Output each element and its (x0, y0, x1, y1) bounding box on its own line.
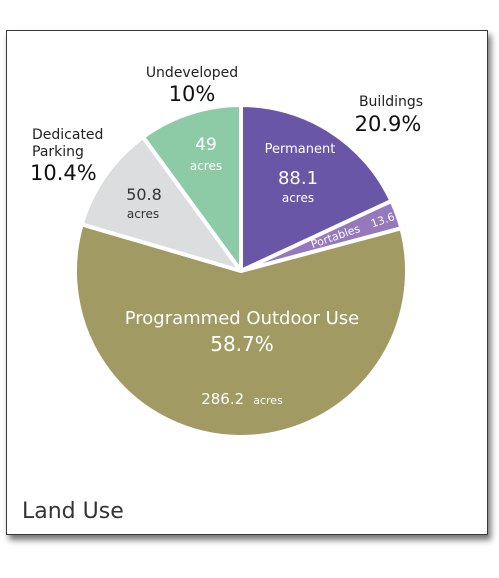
parking-percent: 10.4% (30, 161, 97, 185)
undeveloped-percent: 10% (169, 82, 216, 106)
buildings-percent: 20.9% (355, 112, 422, 136)
parking-name: Dedicated Parking (32, 127, 108, 160)
outdoor-percent: 58.7% (210, 332, 274, 356)
parking-unit: acres (127, 207, 159, 221)
pie-slice-undeveloped (141, 103, 243, 273)
pie-slice-permanent (239, 103, 394, 273)
outdoor-unit: acres (253, 394, 283, 407)
buildings-name: Buildings (359, 94, 423, 110)
undeveloped-value: 49 (195, 135, 217, 155)
permanent-unit: acres (282, 191, 314, 205)
parking-value: 50.8 (126, 185, 162, 204)
pie-slice-dedicated-parking (79, 134, 243, 273)
outdoor-value-label: 286.2 acres (201, 389, 283, 408)
pie-slices (73, 103, 409, 439)
outdoor-name: Programmed Outdoor Use (125, 308, 360, 329)
outdoor-value: 286.2 (201, 390, 244, 408)
chart-title: Land Use (22, 499, 124, 524)
pie-slice-programmed-outdoor-use (73, 222, 409, 439)
undeveloped-unit: acres (190, 159, 222, 173)
permanent-name: Permanent (265, 142, 336, 157)
permanent-value: 88.1 (278, 168, 318, 189)
undeveloped-name: Undeveloped (146, 65, 238, 81)
